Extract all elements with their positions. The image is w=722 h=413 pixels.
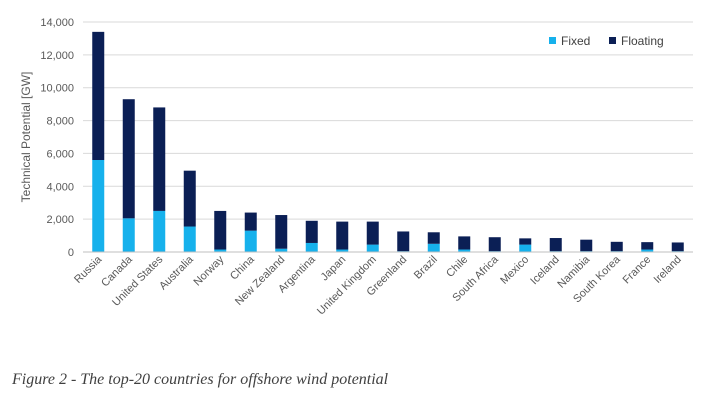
bar-floating-south-korea [610,241,623,252]
bar-floating-greenland [397,231,410,252]
bar-fixed-united-kingdom [366,244,379,252]
y-tick-label: 8,000 [46,116,74,128]
y-tick-label: 6,000 [46,148,74,160]
x-tick-label: Mexico [498,254,531,287]
bar-floating-new-zealand [275,215,288,249]
bar-fixed-china [244,230,257,252]
x-tick-label: China [228,253,257,282]
bar-floating-argentina [305,220,318,243]
legend-swatch-floating [609,37,616,44]
y-axis-title: Technical Potential [GW] [19,72,33,203]
bars [92,31,684,252]
legend-swatch-fixed [549,37,556,44]
x-tick-label: Chile [444,254,470,280]
bar-floating-china [244,212,257,231]
y-tick-label: 12,000 [40,50,74,62]
x-tick-label: France [621,254,654,287]
bar-fixed-canada [122,218,135,252]
bar-floating-japan [336,221,349,250]
bar-fixed-japan [336,249,349,252]
bar-floating-namibia [580,239,593,252]
y-tick-label: 14,000 [40,17,74,29]
x-tick-label: Ireland [652,254,684,286]
bar-fixed-brazil [427,243,440,252]
bar-floating-south-africa [488,237,501,252]
bar-floating-france [641,242,654,250]
bar-floating-norway [214,210,227,250]
y-tick-label: 10,000 [40,83,74,95]
legend-label-floating: Floating [621,34,664,48]
x-tick-label: Norway [192,253,227,288]
figure-caption: Figure 2 - The top-20 countries for offs… [12,371,389,388]
x-tick-label: Australia [157,253,196,292]
chart: 02,0004,0006,0008,00010,00012,00014,000 … [19,17,693,317]
bar-floating-united-kingdom [366,221,379,245]
gridlines [83,21,693,220]
x-tick-label: Brazil [412,254,440,282]
bar-fixed-argentina [305,242,318,252]
bar-fixed-russia [92,160,105,252]
bar-floating-canada [122,99,135,219]
y-tick-label: 2,000 [46,214,74,226]
bar-floating-brazil [427,232,440,244]
bar-floating-australia [183,170,196,227]
bar-fixed-new-zealand [275,248,288,252]
bar-floating-chile [458,236,471,250]
bar-floating-russia [92,31,105,160]
bar-fixed-united-states [153,210,166,252]
legend-label-fixed: Fixed [561,34,590,48]
bar-fixed-norway [214,249,227,252]
bar-fixed-mexico [519,244,532,252]
legend: Fixed Floating [549,34,664,48]
bar-floating-mexico [519,238,532,245]
y-tick-label: 0 [68,247,74,259]
bar-floating-ireland [671,242,684,252]
bar-fixed-australia [183,226,196,252]
y-tick-label: 4,000 [46,181,74,193]
y-tick-labels: 0 2,000 4,000 6,000 8,000 10,000 12,000 14,000 [40,17,74,259]
bar-fixed-chile [458,249,471,252]
bar-fixed-france [641,249,654,252]
bar-floating-united-states [153,107,166,211]
bar-floating-iceland [549,238,562,252]
